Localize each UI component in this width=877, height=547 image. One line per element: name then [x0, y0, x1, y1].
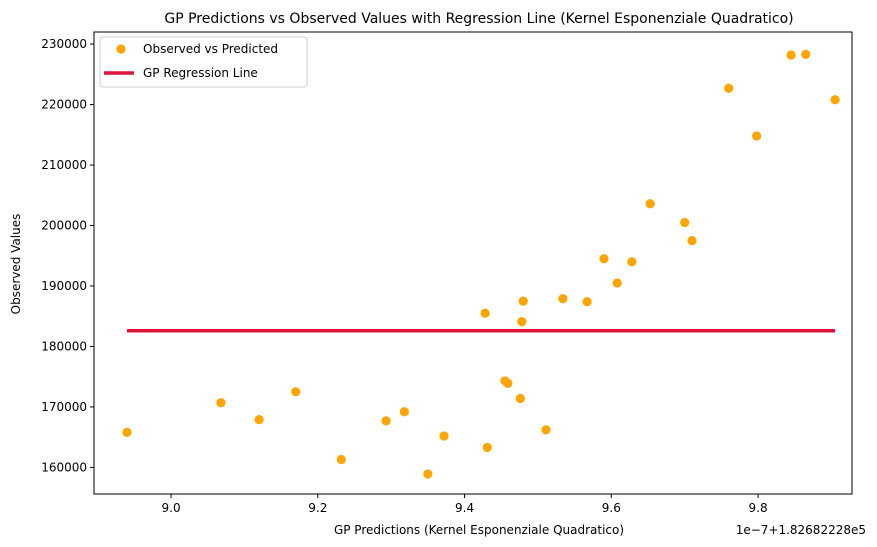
scatter-point-15: [518, 296, 528, 306]
x-tick-label: 9.2: [308, 501, 327, 515]
scatter-point-29: [830, 95, 840, 105]
scatter-point-23: [680, 217, 690, 228]
scatter-point-27: [786, 50, 796, 60]
scatter-point-18: [582, 297, 592, 307]
scatter-point-20: [612, 278, 622, 288]
y-tick-label: 170000: [41, 400, 87, 414]
y-tick-label: 160000: [41, 460, 87, 474]
scatter-point-19: [599, 254, 609, 264]
chart-title: GP Predictions vs Observed Values with R…: [164, 11, 793, 27]
scatter-point-13: [515, 393, 525, 404]
x-axis-offset-text: 1e−7+1.82682228e5: [736, 523, 866, 537]
scatter-point-14: [517, 317, 527, 327]
plot-frame: [93, 31, 853, 495]
scatter-point-12: [503, 378, 513, 388]
y-tick-label: 190000: [41, 279, 87, 293]
scatter-point-9: [480, 308, 490, 318]
scatter-point-28: [801, 49, 811, 59]
legend-marker-scatter: [116, 44, 126, 54]
legend: Observed vs Predicted GP Regression Line: [99, 36, 308, 88]
scatter-point-2: [254, 415, 264, 425]
legend-frame: [99, 36, 308, 88]
x-axis-ticks: 9.0 9.2 9.4 9.6 9.8: [162, 494, 768, 515]
scatter-point-25: [724, 83, 734, 93]
scatter-point-4: [336, 454, 346, 465]
scatter-point-26: [752, 131, 762, 141]
y-tick-label: 180000: [41, 339, 87, 353]
y-axis-label: Observed Values: [9, 214, 23, 315]
scatter-point-21: [627, 257, 637, 267]
y-tick-label: 220000: [41, 98, 87, 112]
x-tick-label: 9.0: [162, 501, 181, 515]
x-tick-label: 9.6: [602, 501, 621, 515]
scatter-point-5: [381, 416, 391, 426]
scatter-point-1: [216, 398, 226, 408]
scatter-point-6: [399, 407, 409, 417]
scatter-point-3: [291, 387, 301, 397]
legend-label-scatter: Observed vs Predicted: [143, 42, 278, 56]
legend-label-line: GP Regression Line: [143, 66, 258, 80]
scatter-point-22: [645, 199, 655, 209]
x-tick-label: 9.4: [455, 501, 474, 515]
y-tick-label: 210000: [41, 158, 87, 172]
scatter-point-24: [687, 236, 697, 246]
y-tick-label: 200000: [41, 219, 87, 233]
scatter-point-16: [541, 425, 551, 435]
scatter-point-8: [439, 431, 449, 441]
scatter-point-0: [122, 427, 132, 437]
scatter-point-17: [558, 294, 568, 304]
scatter-point-7: [423, 469, 433, 479]
y-tick-label: 230000: [41, 37, 87, 51]
scatter-point-10: [482, 442, 492, 453]
plot-area: [93, 31, 853, 495]
x-axis-label: GP Predictions (Kernel Esponenziale Quad…: [334, 523, 624, 537]
y-axis-ticks: 160000 170000 180000 190000 200000 210000 2200…: [41, 37, 94, 474]
x-tick-label: 9.8: [749, 501, 768, 515]
